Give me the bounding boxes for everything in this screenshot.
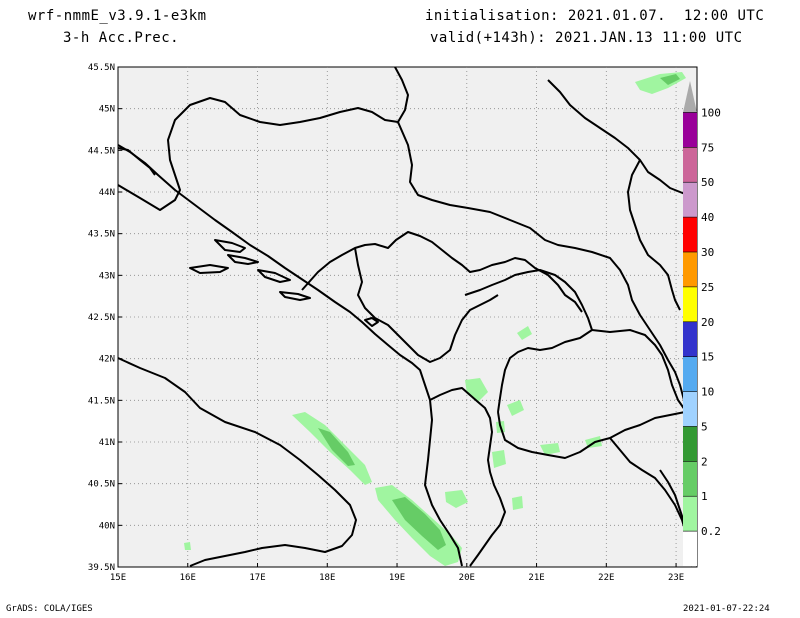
legend-swatch [683, 147, 697, 183]
island [214, 239, 246, 253]
legend-label: 40 [701, 211, 714, 224]
lat-label: 42N [99, 355, 115, 365]
border [117, 66, 409, 211]
lon-label: 16E [180, 573, 196, 583]
legend-label: 25 [701, 281, 714, 294]
precip-area [660, 74, 680, 85]
legend-swatch [683, 286, 697, 322]
lat-labels: 45.5N 45N 44.5N 44N 43.5N 43N 42.5N 42N 41.5N 41N… [88, 63, 122, 573]
gridlines [118, 67, 697, 567]
lon-label: 22E [598, 573, 614, 583]
precip-area [540, 443, 560, 455]
legend-label: 5 [701, 420, 708, 433]
legend-swatch [683, 461, 697, 497]
legend-swatch [683, 217, 697, 252]
legend-label: 100 [701, 106, 721, 119]
lat-label: 41.5N [88, 396, 115, 406]
legend-label: 1 [701, 490, 708, 503]
legend-swatch [683, 81, 697, 113]
legend-label: 15 [701, 351, 714, 364]
lon-label: 20E [459, 573, 475, 583]
legend-swatch [683, 496, 697, 532]
legend-label: 75 [701, 141, 714, 154]
boundaries [117, 66, 698, 567]
legend-swatch [683, 112, 697, 148]
field-title: 3-h Acc.Prec. [63, 30, 180, 46]
border [354, 247, 499, 363]
lat-label: 41N [99, 438, 115, 448]
island [279, 291, 311, 301]
legend-swatch [683, 252, 697, 287]
legend-label: 50 [701, 176, 714, 189]
coastline [117, 147, 156, 176]
legend-label: 20 [701, 316, 714, 329]
border [627, 159, 681, 311]
legend-label: 0.2 [701, 525, 721, 538]
precip-area [445, 490, 468, 508]
precip-area [318, 428, 355, 466]
lat-label: 45.5N [88, 63, 115, 73]
valid-time: valid(+143h): 2021.JAN.13 11:00 UTC [430, 30, 743, 46]
precip-area [507, 400, 524, 416]
legend-swatch [683, 426, 697, 462]
legend-swatch [683, 391, 697, 427]
legend-swatch [683, 531, 697, 566]
border [464, 269, 593, 413]
precip-area [392, 497, 446, 550]
lat-label: 39.5N [88, 563, 115, 573]
legend-swatch [683, 321, 697, 357]
coastline [117, 357, 357, 567]
lon-label: 18E [319, 573, 335, 583]
coastline [547, 79, 698, 199]
border [397, 121, 697, 413]
lon-label: 21E [528, 573, 544, 583]
model-title: wrf-nmmE_v3.9.1-e3km [28, 8, 207, 24]
legend-label: 2 [701, 455, 708, 468]
lon-label: 19E [389, 573, 405, 583]
legend-swatch [683, 182, 697, 218]
precip-area [512, 496, 523, 510]
lon-labels: 15E 16E 17E 18E 19E 20E 21E 22E 23E [110, 563, 684, 583]
lat-label: 45N [99, 105, 115, 115]
legend-label: 30 [701, 246, 714, 259]
lon-label: 17E [249, 573, 265, 583]
border [429, 387, 506, 567]
island [364, 317, 379, 327]
island [189, 264, 229, 274]
lat-label: 44N [99, 188, 115, 198]
lat-label: 43.5N [88, 230, 115, 240]
lon-label: 15E [110, 573, 126, 583]
footer-timestamp: 2021-01-07-22:24 [683, 604, 770, 614]
lat-label: 44.5N [88, 146, 115, 156]
island [227, 254, 259, 265]
legend-swatch [683, 356, 697, 392]
footer-credit: GrADS: COLA/IGES [6, 604, 93, 614]
precip-area [184, 542, 191, 550]
border [591, 329, 698, 413]
lat-label: 43N [99, 271, 115, 281]
island [257, 269, 291, 283]
border [497, 411, 686, 459]
coastline [117, 144, 463, 567]
border [301, 231, 583, 313]
precip-area [492, 450, 506, 468]
lon-label: 23E [668, 573, 684, 583]
lat-label: 42.5N [88, 313, 115, 323]
init-time: initialisation: 2021.01.07. 12:00 UTC [425, 8, 765, 24]
precip-area [517, 326, 532, 340]
legend-label: 10 [701, 386, 714, 399]
precip-shading [184, 72, 686, 566]
lat-label: 40N [99, 521, 115, 531]
lat-label: 40.5N [88, 480, 115, 490]
